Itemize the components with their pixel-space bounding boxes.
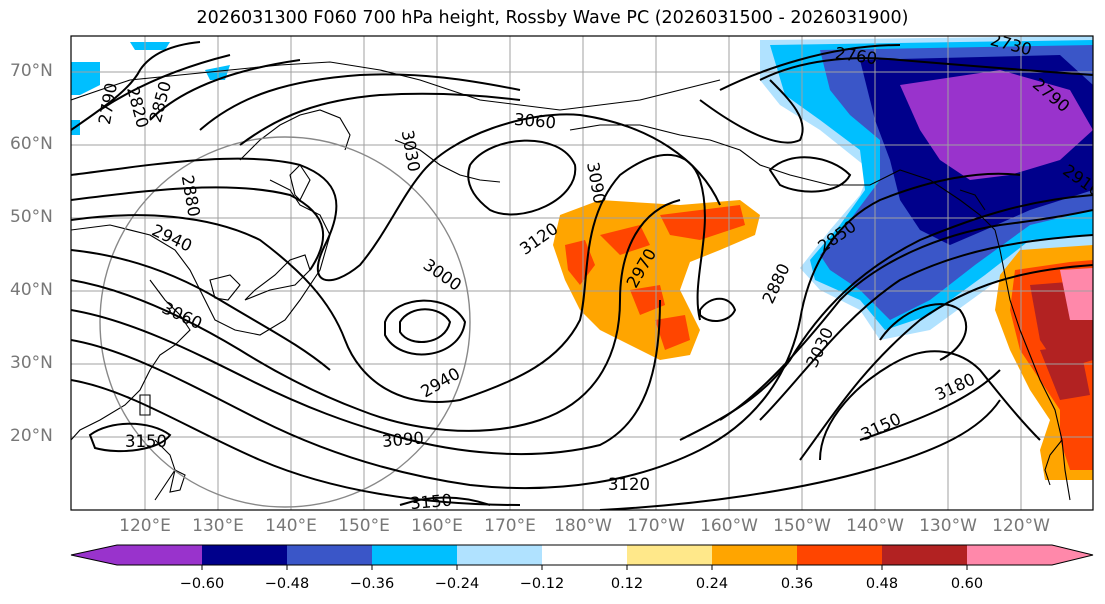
colorbar-tick-label: 0.36 [780,576,814,592]
colorbar-tick-label: 0.24 [695,576,729,592]
lat-label: 30°N [10,353,53,373]
lat-label: 40°N [10,280,53,300]
lat-label: 20°N [10,426,53,446]
colorbar-tick-label: −0.48 [264,576,310,592]
colorbar-tick-label: 0.60 [950,576,984,592]
lon-label: 140°W [846,516,904,536]
lon-label: 130°E [192,516,244,536]
lon-label: 120°W [992,516,1050,536]
lon-label: 160°E [411,516,463,536]
lat-label: 50°N [10,207,53,227]
lon-label: 170°W [627,516,685,536]
lon-label: 180°W [554,516,612,536]
lat-label: 70°N [10,61,53,81]
graticule [71,36,1093,510]
lon-label: 140°E [265,516,317,536]
range-ring [99,136,471,508]
colorbar-tick-label: −0.36 [349,576,395,592]
contour-label: 3120 [608,475,650,494]
colorbar-tick-label: −0.24 [434,576,480,592]
colorbar-tick-label: 0.12 [610,576,644,592]
contour-label: 3150 [409,491,452,514]
height-contours [71,41,1093,510]
colorbar-tick-label: −0.60 [179,576,225,592]
contour-label: 3150 [125,432,167,451]
lon-label: 150°W [773,516,831,536]
contour-label: 3060 [513,110,556,133]
lat-label: 60°N [10,134,53,154]
lon-label: 160°W [700,516,758,536]
colorbar-tick-label: 0.48 [865,576,899,592]
map-title: 2026031300 F060 700 hPa height, Rossby W… [196,8,909,28]
colorbar [70,544,1094,570]
plot-border [70,35,1094,511]
contour-label: 3090 [381,428,424,451]
lon-label: 150°E [338,516,390,536]
lon-label: 130°W [919,516,977,536]
lon-label: 170°E [484,516,536,536]
colorbar-tick-label: −0.12 [519,576,565,592]
map-plot-area: 3120 2790 2820 2850 3060 3030 3090 2760 … [0,36,1093,514]
contour-label: 3120 [0,248,28,267]
lon-label: 120°E [119,516,171,536]
